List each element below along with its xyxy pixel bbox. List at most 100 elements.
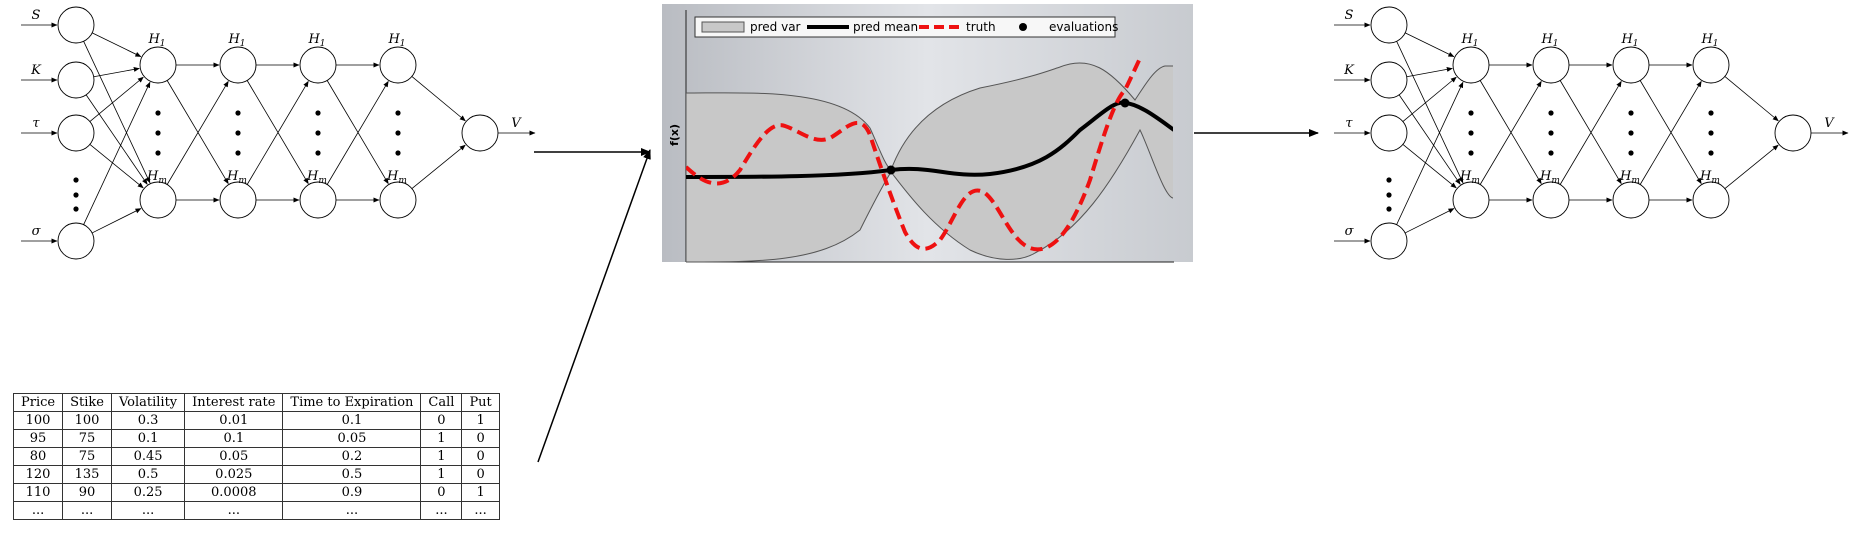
ellipsis-dot bbox=[235, 110, 241, 116]
table-cell: 135 bbox=[62, 465, 112, 484]
table-row: ..................... bbox=[12, 501, 500, 520]
table-cell: 75 bbox=[62, 429, 112, 448]
table-cell: ... bbox=[282, 501, 422, 520]
table-cell: 0.2 bbox=[282, 447, 422, 466]
output-node bbox=[461, 114, 499, 152]
table-column-header: Time to Expiration bbox=[282, 393, 422, 412]
table-cell: ... bbox=[62, 501, 112, 520]
ellipsis-dot bbox=[1386, 206, 1392, 212]
network-edge bbox=[92, 32, 142, 58]
ellipsis-dot bbox=[155, 130, 161, 136]
ellipsis-dot bbox=[1628, 130, 1634, 136]
table-cell: 0 bbox=[461, 429, 500, 448]
ellipsis-dot bbox=[235, 150, 241, 156]
ellipsis-dot bbox=[395, 130, 401, 136]
input-node bbox=[1370, 114, 1408, 152]
table-cell: ... bbox=[184, 501, 284, 520]
ellipsis-dot bbox=[155, 150, 161, 156]
hidden-node-top bbox=[299, 46, 337, 84]
table-cell: 0 bbox=[461, 465, 500, 484]
table-row: 100 100 0.3 0.01 0.1 0 1 bbox=[12, 411, 500, 430]
table-cell: 0.1 bbox=[282, 411, 422, 430]
network-edge bbox=[326, 80, 389, 185]
legend-box bbox=[694, 16, 1116, 38]
ellipsis-dot bbox=[1468, 150, 1474, 156]
table-cell: 80 bbox=[12, 447, 64, 466]
ellipsis-dot bbox=[1386, 177, 1392, 183]
network-edge bbox=[411, 144, 466, 189]
table-cell: ... bbox=[110, 501, 186, 520]
table-column-header: Put bbox=[461, 393, 500, 412]
output-node bbox=[1774, 114, 1812, 152]
hidden-label-bottom: Hm bbox=[306, 169, 327, 186]
table-cell: 90 bbox=[62, 483, 112, 502]
legend-label-pred-var: pred var bbox=[750, 20, 801, 34]
table-cell: 0.025 bbox=[184, 465, 284, 484]
ellipsis-dot bbox=[73, 192, 79, 198]
hidden-node-bottom bbox=[219, 181, 257, 219]
ellipsis-dot bbox=[1468, 130, 1474, 136]
input-label: S bbox=[32, 8, 41, 23]
network-edge bbox=[91, 208, 142, 234]
hidden-label-bottom: Hm bbox=[1699, 169, 1720, 186]
table-cell: 95 bbox=[12, 429, 64, 448]
legend-swatch-pred-var bbox=[701, 21, 745, 33]
hidden-label-bottom: Hm bbox=[1539, 169, 1560, 186]
input-node bbox=[1370, 6, 1408, 44]
ellipsis-dot bbox=[1548, 150, 1554, 156]
neural-network-left: S Kτ σ V H1 Hm H1 Hm H1 Hm H1 Hm bbox=[21, 6, 536, 260]
hidden-node-bottom bbox=[299, 181, 337, 219]
hidden-label-bottom: Hm bbox=[1459, 169, 1480, 186]
table-cell: 1 bbox=[420, 429, 463, 448]
table-row: 120 135 0.5 0.025 0.5 1 0 bbox=[12, 465, 500, 484]
table-cell: 0.5 bbox=[282, 465, 422, 484]
network-edge bbox=[1404, 208, 1455, 234]
neural-network-right: S Kτ σ V H1 Hm H1 Hm H1 Hm H1 Hm bbox=[1334, 6, 1849, 260]
hidden-label-top: H1 bbox=[1540, 32, 1558, 49]
hidden-label-top: H1 bbox=[1620, 32, 1638, 49]
hidden-label-bottom: Hm bbox=[1619, 169, 1640, 186]
network-edge bbox=[1639, 80, 1702, 185]
network-edge bbox=[83, 81, 151, 225]
input-label: σ bbox=[1345, 224, 1355, 239]
legend-label-truth: truth bbox=[966, 20, 996, 34]
table-cell: 0 bbox=[461, 447, 500, 466]
table-cell: 120 bbox=[12, 465, 64, 484]
hidden-node-top bbox=[1532, 46, 1570, 84]
network-edge bbox=[166, 80, 229, 185]
table-row: 110 90 0.25 0.0008 0.9 0 1 bbox=[12, 483, 500, 502]
table-cell: 1 bbox=[420, 465, 463, 484]
hidden-label-bottom: Hm bbox=[386, 169, 407, 186]
hidden-label-bottom: Hm bbox=[226, 169, 247, 186]
table-cell: 0.5 bbox=[110, 465, 186, 484]
ellipsis-dot bbox=[73, 177, 79, 183]
ellipsis-dot bbox=[1386, 192, 1392, 198]
network-edge bbox=[1724, 76, 1779, 122]
legend-swatch-evaluations bbox=[1019, 23, 1027, 31]
input-node bbox=[57, 61, 95, 99]
network-edge bbox=[1479, 80, 1542, 185]
table-cell: 1 bbox=[420, 447, 463, 466]
table-cell: ... bbox=[461, 501, 500, 520]
input-node bbox=[57, 114, 95, 152]
table-row: 95 75 0.1 0.1 0.05 1 0 bbox=[12, 429, 500, 448]
table-cell: ... bbox=[420, 501, 463, 520]
hidden-node-top bbox=[1452, 46, 1490, 84]
ellipsis-dot bbox=[235, 130, 241, 136]
network-edge bbox=[411, 76, 466, 122]
input-label: τ bbox=[32, 116, 40, 131]
table-cell: 0.25 bbox=[110, 483, 186, 502]
input-node bbox=[1370, 61, 1408, 99]
table-column-header: Interest rate bbox=[184, 393, 284, 412]
input-label: K bbox=[1343, 63, 1355, 78]
table-cell: 0.01 bbox=[184, 411, 284, 430]
hidden-node-top bbox=[379, 46, 417, 84]
input-node bbox=[57, 6, 95, 44]
legend-label-pred-mean: pred mean bbox=[853, 20, 918, 34]
ellipsis-dot bbox=[1468, 110, 1474, 116]
ellipsis-dot bbox=[1628, 150, 1634, 156]
table-cell: 0.05 bbox=[184, 447, 284, 466]
legend-label-evaluations: evaluations bbox=[1049, 20, 1118, 34]
hidden-node-bottom bbox=[1692, 181, 1730, 219]
